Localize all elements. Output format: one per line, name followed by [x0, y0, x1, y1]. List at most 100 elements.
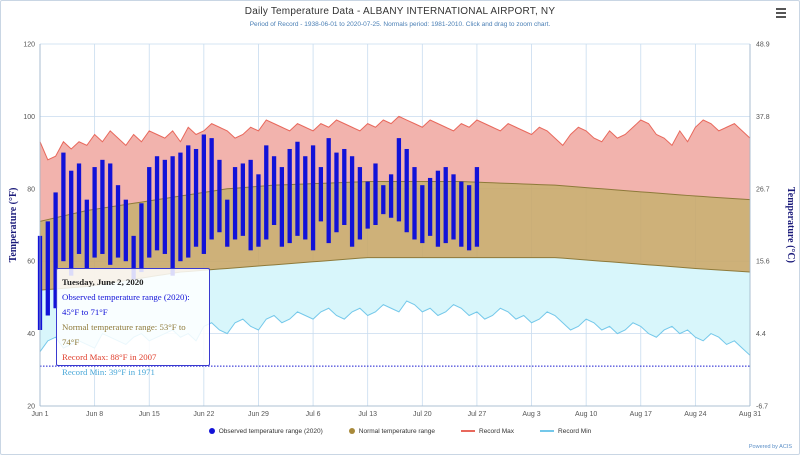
observed-bar — [466, 185, 472, 251]
record-max-line — [39, 115, 751, 161]
tooltip-observed: Observed temperature range (2020): 45°F … — [62, 292, 190, 317]
x-tick-label: Aug 24 — [684, 411, 706, 418]
observed-bar — [69, 170, 74, 276]
observed-bar — [61, 152, 66, 262]
observed-bar — [404, 148, 409, 233]
observed-bar — [209, 138, 214, 240]
observed-bar — [427, 177, 433, 236]
observed-bar — [412, 167, 417, 240]
y-tick-label: 20 — [27, 404, 35, 411]
x-tick-label: Aug 31 — [739, 411, 761, 418]
observed-bar — [45, 221, 50, 316]
observed-bar — [264, 145, 269, 240]
observed-bar — [271, 156, 277, 225]
legend-observed-marker — [208, 428, 215, 434]
legend-normal[interactable]: Normal temperature range — [348, 428, 435, 435]
y-right-tick-label: -6.7 — [756, 404, 768, 411]
x-tick-label: Jul 6 — [306, 411, 321, 418]
y-tick-label: 80 — [27, 186, 35, 193]
observed-bar — [115, 185, 121, 258]
tooltip: Tuesday, June 2, 2020 Observed temperatu… — [56, 268, 210, 377]
observed-bar — [396, 138, 402, 222]
observed-bar — [310, 145, 316, 251]
y-right-tick-label: 37.8 — [756, 114, 770, 121]
observed-bar — [154, 156, 160, 251]
y-tick-label: 40 — [27, 331, 35, 338]
observed-bar — [279, 167, 285, 247]
observed-bar — [443, 167, 448, 244]
y-right-tick-label: 26.7 — [756, 186, 770, 193]
tooltip-normal: Normal temperature range: 53°F to 74°F — [62, 322, 186, 347]
observed-bar — [84, 199, 89, 269]
credit-link[interactable]: Powered by ACIS — [748, 444, 792, 450]
x-tick-label: Jul 20 — [413, 411, 432, 418]
observed-bar — [178, 152, 183, 262]
y-tick-label: 100 — [23, 114, 35, 121]
y-axis-title: Temperature (°F) — [8, 188, 19, 263]
x-tick-label: Jul 13 — [358, 411, 377, 418]
chart-subtitle: Period of Record - 1938-06-01 to 2020-07… — [249, 21, 551, 28]
observed-bar — [240, 163, 246, 236]
legend-record-min-marker — [540, 430, 555, 432]
legend-observed[interactable]: Observed temperature range (2020) — [208, 427, 323, 435]
legend-record-max-marker — [461, 430, 475, 432]
observed-bar — [170, 156, 175, 276]
observed-bar — [287, 148, 292, 244]
record-min-area — [40, 257, 750, 356]
chart-title: Daily Temperature Data - ALBANY INTERNAT… — [244, 6, 556, 17]
tooltip-record-min: Record Min: 39°F in 1971 — [62, 367, 155, 377]
legend-record-max-label: Record Max — [479, 427, 515, 435]
observed-bar — [53, 192, 58, 309]
x-tick-label: Aug 17 — [630, 411, 652, 418]
chart-legend: Observed temperature range (2020) Normal… — [0, 425, 800, 437]
x-tick-label: Aug 10 — [575, 411, 597, 418]
x-tick-label: Jun 22 — [193, 411, 214, 418]
legend-record-max[interactable]: Record Max — [461, 428, 514, 435]
legend-normal-marker — [348, 428, 355, 434]
x-tick-label: Jul 27 — [468, 411, 487, 418]
observed-bar — [373, 163, 378, 225]
observed-bar — [365, 181, 370, 229]
observed-bar — [217, 159, 222, 233]
x-tick-label: Jun 29 — [248, 411, 269, 418]
observed-bar — [420, 185, 425, 244]
observed-bar — [303, 156, 308, 240]
observed-bar — [474, 167, 480, 247]
observed-bar — [108, 163, 113, 265]
y-tick-label: 60 — [27, 259, 35, 266]
tooltip-record-max: Record Max: 88°F in 2007 — [62, 352, 157, 362]
observed-bar — [295, 141, 300, 236]
tooltip-date: Tuesday, June 2, 2020 — [62, 277, 144, 287]
legend-record-min-label: Record Min — [558, 427, 592, 435]
observed-bar — [139, 203, 144, 273]
y-right-tick-label: 48.9 — [756, 42, 770, 49]
observed-bar — [232, 167, 238, 240]
legend-record-min[interactable]: Record Min — [540, 428, 591, 435]
y-right-axis-title: Temperature (°C) — [785, 187, 796, 263]
observed-bar — [435, 170, 441, 247]
observed-bar — [131, 235, 136, 280]
observed-bar — [123, 199, 128, 262]
observed-bar — [186, 145, 191, 258]
observed-bar — [162, 159, 167, 254]
observed-bar — [459, 181, 464, 247]
observed-bar — [349, 156, 355, 247]
x-tick-label: Jun 8 — [86, 411, 103, 418]
legend-observed-label: Observed temperature range (2020) — [218, 427, 323, 435]
y-right-tick-label: 4.4 — [756, 331, 766, 338]
observed-bar — [248, 159, 253, 251]
x-tick-label: Aug 3 — [522, 411, 540, 418]
observed-bar — [342, 148, 347, 225]
observed-bar — [76, 163, 82, 254]
observed-bar — [381, 185, 386, 215]
observed-bar — [256, 174, 261, 247]
record-max-area — [40, 116, 750, 222]
x-tick-label: Jun 15 — [139, 411, 160, 418]
observed-bar — [100, 159, 105, 254]
observed-bar — [193, 148, 199, 247]
y-right-tick-label: 15.6 — [756, 259, 770, 266]
observed-bar — [326, 138, 331, 244]
hamburger-menu-icon[interactable] — [776, 8, 786, 20]
observed-bar — [92, 167, 97, 258]
